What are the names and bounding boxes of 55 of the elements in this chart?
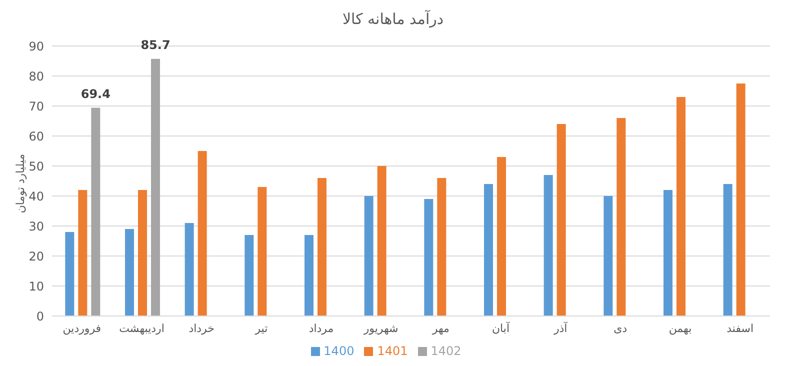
y-tick-label: 50 [28,159,44,174]
y-axis-title: میلیارد تومان [14,153,28,213]
x-tick-label: بهمن [668,322,692,335]
x-tick-label: مهر [431,322,450,335]
bar [244,235,254,316]
x-tick-label: آذر [552,320,568,335]
chart-title: درآمد ماهانه کالا [341,9,445,30]
x-tick-label: شهریور [362,322,398,335]
y-tick-label: 40 [28,189,44,204]
y-tick-label: 30 [28,219,44,234]
bar [138,190,147,316]
bar [258,187,267,316]
legend-label: 1400 [324,344,354,358]
bar [198,151,207,316]
bar [663,190,672,316]
x-tick-label: اردیبهشت [119,322,164,335]
bar [424,199,434,316]
bar [616,118,626,316]
legend-label: 1402 [430,344,462,358]
bar [437,178,446,316]
x-tick-label: خرداد [188,322,214,335]
bar [364,196,374,316]
y-tick-label: 20 [28,249,44,264]
x-tick-label: اسفند [726,322,754,335]
bar [184,223,194,316]
bar [124,229,134,316]
x-tick-label: مرداد [308,322,334,335]
x-tick-label: تیر [254,322,268,335]
bar [304,235,314,316]
bar [556,124,566,316]
legend-label: 1401 [377,344,408,358]
y-tick-label: 80 [28,69,44,84]
data-label: 85.7 [140,38,170,52]
bar [604,196,613,316]
y-tick-label: 10 [28,279,44,294]
bar [78,190,88,316]
bar [377,166,386,316]
y-tick-label: 0 [36,309,44,324]
data-label: 69.4 [80,86,110,101]
bar [317,178,326,316]
y-tick-label: 90 [28,39,44,54]
bar [65,232,74,316]
bar [496,157,506,316]
bar [676,97,686,316]
y-tick-label: 70 [28,99,44,114]
bar [723,184,732,316]
x-tick-label: فروردین [62,322,102,335]
bar [91,108,100,316]
bar [484,184,493,316]
x-tick-label: دی [614,322,628,335]
bar [150,58,160,316]
x-tick-label: آبان [492,320,510,335]
y-tick-label: 60 [28,129,44,144]
bar [544,175,553,316]
bar [736,84,746,316]
